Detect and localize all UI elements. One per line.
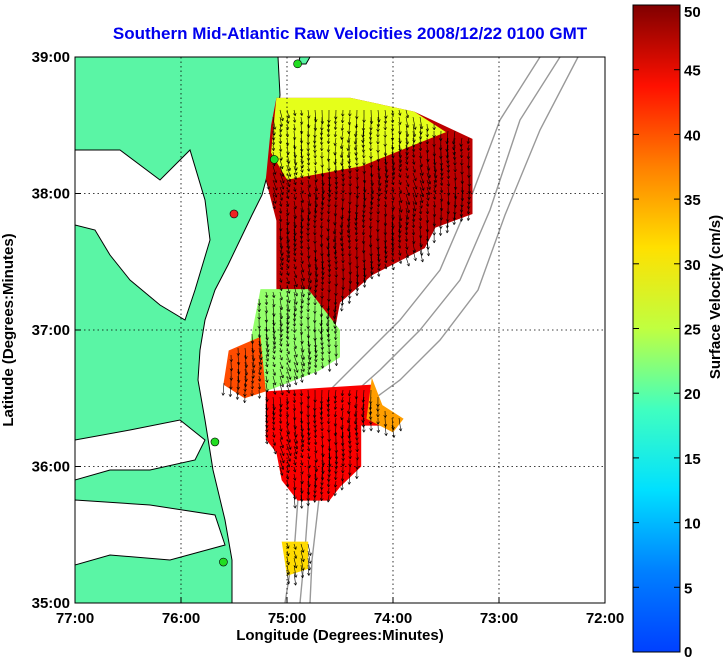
x-tick-label: 72:00 bbox=[586, 610, 624, 627]
radar-stations bbox=[210, 59, 302, 567]
velocity-region-east-spur bbox=[366, 377, 404, 433]
station-marker bbox=[269, 155, 279, 164]
chart-title: Southern Mid-Atlantic Raw Velocities 200… bbox=[112, 24, 588, 43]
depth-contour bbox=[299, 57, 561, 603]
velocity-region-mid-channel bbox=[244, 289, 340, 392]
colorbar-tick-label: 50 bbox=[684, 4, 701, 21]
y-axis-ticks: 35:00 36:00 37:00 38:00 39:00 bbox=[32, 49, 81, 612]
depth-contour bbox=[309, 57, 579, 603]
x-axis-ticks: 77:00 76:00 75:00 74:00 73:00 72:00 bbox=[56, 597, 624, 627]
pamlico-sound bbox=[75, 499, 226, 566]
x-tick-label: 76:00 bbox=[162, 610, 200, 627]
colorbar-tick-label: 45 bbox=[684, 63, 701, 80]
colorbar-tick-label: 0 bbox=[684, 644, 692, 659]
colorbar-tick-label: 15 bbox=[684, 451, 701, 468]
station-marker bbox=[229, 209, 239, 219]
y-tick-label: 39:00 bbox=[32, 49, 70, 66]
velocity-vectors bbox=[221, 109, 472, 586]
velocity-region-west-lobe bbox=[223, 336, 266, 399]
x-axis-label: Longitude (Degrees:Minutes) bbox=[236, 627, 444, 644]
grid-lines bbox=[75, 57, 605, 603]
x-tick-label: 74:00 bbox=[374, 610, 412, 627]
colorbar-label: Surface Velocity (cm/s) bbox=[707, 215, 724, 379]
colorbar-tick-label: 20 bbox=[684, 386, 701, 403]
colorbar-tick-label: 35 bbox=[684, 192, 701, 209]
y-tick-label: 38:00 bbox=[32, 186, 70, 203]
colorbar-tick-label: 30 bbox=[684, 257, 701, 274]
albemarle-sound bbox=[75, 419, 206, 481]
x-tick-label: 75:00 bbox=[268, 610, 306, 627]
y-tick-label: 37:00 bbox=[32, 322, 70, 339]
y-axis-label: Latitude (Degrees:Minutes) bbox=[0, 233, 17, 426]
x-tick-label: 73:00 bbox=[480, 610, 518, 627]
colorbar-tick-label: 40 bbox=[684, 127, 701, 144]
colorbar-tick-label: 10 bbox=[684, 516, 701, 533]
station-marker bbox=[293, 59, 302, 69]
station-marker bbox=[210, 437, 220, 447]
vector-arrows bbox=[221, 109, 472, 586]
y-tick-label: 36:00 bbox=[32, 459, 70, 476]
colorbar-tick-label: 5 bbox=[684, 580, 692, 597]
station-marker bbox=[219, 557, 228, 567]
y-tick-label: 35:00 bbox=[32, 595, 70, 612]
chesapeake-bay bbox=[75, 149, 211, 321]
colorbar bbox=[632, 4, 681, 653]
colorbar-ticks: 0 5 10 15 20 25 30 35 40 45 50 bbox=[633, 4, 701, 659]
x-tick-label: 77:00 bbox=[56, 610, 94, 627]
colorbar-tick-label: 25 bbox=[684, 322, 701, 339]
depth-contour bbox=[284, 57, 541, 603]
bathymetry-contours bbox=[284, 57, 579, 603]
